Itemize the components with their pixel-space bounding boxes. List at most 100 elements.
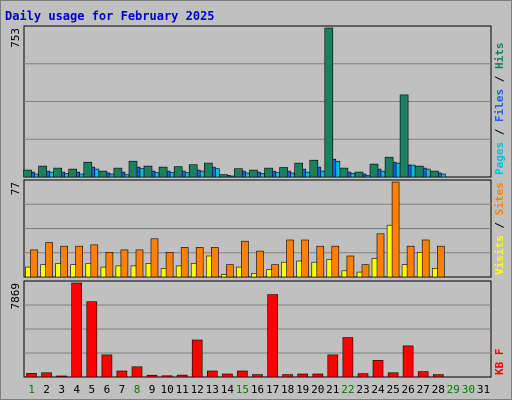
x-tick-label: 18 [281, 383, 294, 396]
bar-hits-day-15 [234, 168, 243, 178]
x-tick-label: 6 [104, 383, 111, 396]
x-tick-label: 12 [191, 383, 204, 396]
bar-kb-f-day-13 [207, 370, 218, 378]
bar-hits-day-6 [98, 170, 108, 178]
x-tick-label: 15 [236, 383, 249, 396]
ymax-label: 77 [9, 182, 22, 195]
x-tick-label: 16 [251, 383, 264, 396]
bar-kb-f-day-2 [41, 372, 52, 378]
x-tick-label: 25 [386, 383, 399, 396]
x-tick-label: 19 [296, 383, 309, 396]
legend-entry-sites: Sites [493, 182, 506, 215]
bar-hits-day-20 [309, 159, 319, 178]
bar-sites-day-4 [75, 245, 83, 278]
bar-kb-f-day-3 [56, 375, 68, 378]
bar-sites-day-17 [271, 264, 279, 278]
legend-separator: / [493, 69, 506, 89]
bar-kb-f-day-17 [267, 294, 278, 378]
bar-hits-day-7 [113, 167, 123, 178]
x-tick-label: 24 [371, 383, 385, 396]
legend-separator: / [493, 122, 506, 142]
x-tick-label: 2 [43, 383, 50, 396]
bar-hits-day-10 [158, 166, 168, 178]
bar-hits-day-24 [369, 163, 379, 178]
bar-kb-f-day-19 [297, 373, 309, 378]
bar-kb-f-day-10 [161, 375, 173, 378]
bar-kb-f-day-6 [101, 354, 113, 378]
bar-kb-f-day-1 [26, 373, 37, 378]
x-tick-label: 10 [160, 383, 173, 396]
bar-hits-day-3 [53, 167, 63, 178]
panel-middle: 77 Visits / Sites [9, 179, 506, 278]
bar-hits-day-2 [38, 165, 47, 178]
bar-kb-f-day-14 [222, 373, 233, 378]
bar-sites-day-21 [331, 245, 340, 278]
chart-title: Daily usage for February 2025 [5, 9, 215, 23]
ymax-label: 7869 [9, 283, 22, 310]
bar-sites-day-7 [120, 249, 129, 278]
bar-hits-day-27 [414, 165, 424, 178]
bar-kb-f-day-9 [146, 374, 158, 378]
bar-hits-day-9 [143, 165, 153, 178]
legend-top: Pages / Files / Hits [493, 43, 506, 176]
x-tick-label: 20 [311, 383, 324, 396]
bar-sites-day-13 [211, 247, 219, 278]
bar-hits-day-17 [264, 167, 273, 178]
bar-sites-day-18 [286, 239, 294, 278]
bar-kb-f-day-21 [327, 354, 339, 378]
x-tick-label: 3 [58, 383, 65, 396]
x-tick-label: 1 [28, 383, 35, 396]
bar-hits-day-25 [384, 156, 394, 178]
legend-entry-hits: Hits [493, 43, 506, 70]
bar-hits-day-4 [68, 168, 77, 178]
ymax-label: 753 [9, 28, 22, 48]
x-tick-label: 29 [447, 383, 460, 396]
bar-sites-day-27 [421, 239, 430, 278]
bar-sites-day-26 [406, 245, 415, 278]
bar-hits-day-1 [23, 169, 32, 178]
x-tick-label: 21 [326, 383, 339, 396]
x-tick-label: 5 [88, 383, 95, 396]
legend-middle: Visits / Sites [493, 182, 506, 275]
legend-bottom: KB F [493, 349, 506, 376]
bar-hits-day-13 [204, 162, 213, 178]
bar-hits-day-21 [324, 27, 334, 178]
x-tick-label: 8 [134, 383, 141, 396]
bar-sites-day-16 [256, 250, 264, 278]
bar-hits-day-22 [339, 167, 349, 178]
bar-sites-day-10 [165, 252, 174, 278]
panel-bottom: 7869 KB F [9, 280, 506, 378]
bar-sites-day-9 [150, 238, 159, 278]
bar-sites-day-12 [195, 247, 204, 278]
series-hits [23, 27, 439, 178]
x-tick-label: 30 [462, 383, 475, 396]
x-tick-label: 22 [341, 383, 354, 396]
bar-kb-f-day-18 [282, 374, 293, 378]
bar-kb-f-day-4 [71, 282, 82, 378]
bar-sites-day-24 [376, 233, 385, 278]
legend-separator: / [493, 215, 506, 235]
bar-kb-f-day-23 [357, 373, 369, 378]
bar-kb-f-day-22 [342, 337, 354, 378]
bar-sites-day-28 [436, 245, 445, 278]
legend-entry-pages: Pages [493, 142, 506, 175]
x-tick-label: 13 [206, 383, 219, 396]
bar-sites-day-1 [30, 249, 38, 278]
x-tick-label: 17 [266, 383, 279, 396]
bar-sites-day-20 [316, 245, 325, 278]
bar-sites-day-11 [180, 247, 189, 278]
bar-hits-day-28 [429, 170, 439, 178]
series-visits [25, 224, 440, 278]
bar-sites-day-14 [226, 264, 234, 278]
bar-kb-f-day-24 [372, 359, 384, 378]
panel-top: 753 Pages / Files / Hits [9, 25, 506, 178]
bar-kb-f-day-27 [417, 371, 429, 378]
bar-sites-day-5 [90, 244, 99, 278]
x-tick-label: 27 [417, 383, 430, 396]
bar-hits-day-8 [128, 160, 138, 178]
x-tick-label: 4 [73, 383, 80, 396]
bar-sites-day-3 [60, 245, 69, 278]
bar-kb-f-day-8 [131, 366, 143, 378]
bar-kb-f-day-11 [176, 374, 188, 378]
